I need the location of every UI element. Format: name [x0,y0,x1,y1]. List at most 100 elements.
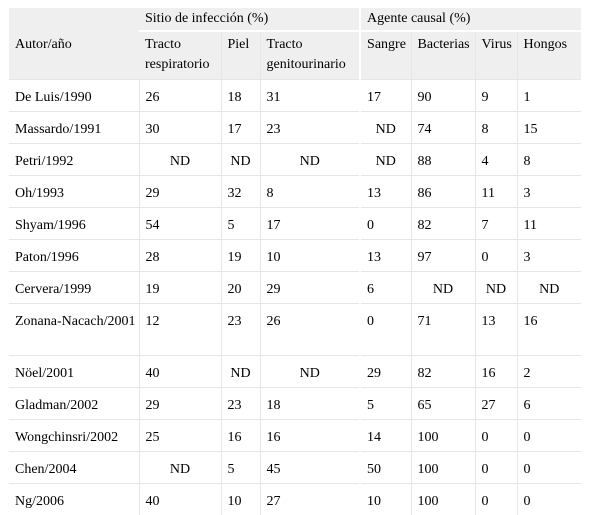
author-cell: De Luis/1990 [9,80,139,112]
value-cell: 6 [517,388,581,420]
value-cell: 82 [411,356,475,388]
value-cell: 74 [411,112,475,144]
value-cell: 88 [411,144,475,176]
col-genitourinary-header: Tracto genitourinario [260,31,360,80]
value-cell: 45 [260,452,360,484]
value-cell: 25 [139,420,221,452]
value-cell: 0 [360,304,411,356]
value-cell: 9 [475,80,517,112]
value-cell: 17 [221,112,260,144]
value-cell: 26 [260,304,360,356]
value-cell: 29 [139,388,221,420]
value-cell: 27 [475,388,517,420]
value-cell: 13 [360,240,411,272]
value-cell: 65 [411,388,475,420]
value-cell: 3 [517,176,581,208]
value-cell: 10 [260,240,360,272]
value-cell: 5 [221,452,260,484]
value-cell: 5 [221,208,260,240]
value-cell: 23 [221,304,260,356]
author-cell: Nöel/2001 [9,356,139,388]
author-cell: Shyam/1996 [9,208,139,240]
infection-table: Autor/año Sitio de infección (%) Agente … [9,8,581,515]
value-cell: 100 [411,484,475,515]
author-cell: Wongchinsri/2002 [9,420,139,452]
value-cell: 19 [139,272,221,304]
value-cell: 0 [517,420,581,452]
col-skin-header: Piel [221,31,260,80]
value-cell: 23 [260,112,360,144]
author-cell: Oh/1993 [9,176,139,208]
value-cell: 50 [360,452,411,484]
value-cell: 18 [221,80,260,112]
col-bacteria-header: Bacterias [411,31,475,80]
value-cell: 19 [221,240,260,272]
value-cell: 16 [221,420,260,452]
value-cell: 0 [360,208,411,240]
author-cell: Gladman/2002 [9,388,139,420]
col-fungi-header: Hongos [517,31,581,80]
author-cell: Petri/1992 [9,144,139,176]
value-cell: ND [517,272,581,304]
author-year-header: Autor/año [9,8,139,80]
value-cell: 100 [411,452,475,484]
value-cell: 14 [360,420,411,452]
value-cell: 32 [221,176,260,208]
infection-site-group-header: Sitio de infección (%) [139,8,360,31]
value-cell: 30 [139,112,221,144]
value-cell: 10 [221,484,260,515]
value-cell: 90 [411,80,475,112]
value-cell: 100 [411,420,475,452]
value-cell: 8 [475,112,517,144]
value-cell: 0 [517,452,581,484]
value-cell: ND [139,144,221,176]
value-cell: 8 [260,176,360,208]
author-cell: Massardo/1991 [9,112,139,144]
value-cell: 18 [260,388,360,420]
value-cell: 82 [411,208,475,240]
value-cell: 17 [260,208,360,240]
value-cell: 40 [139,484,221,515]
value-cell: 71 [411,304,475,356]
value-cell: 23 [221,388,260,420]
value-cell: 97 [411,240,475,272]
value-cell: ND [221,356,260,388]
value-cell: 2 [517,356,581,388]
value-cell: 29 [360,356,411,388]
causal-agent-group-header: Agente causal (%) [360,8,581,31]
value-cell: 0 [475,420,517,452]
value-cell: 20 [221,272,260,304]
value-cell: 10 [360,484,411,515]
value-cell: 17 [360,80,411,112]
value-cell: ND [221,144,260,176]
value-cell: 7 [475,208,517,240]
value-cell: 12 [139,304,221,356]
value-cell: 8 [517,144,581,176]
value-cell: 27 [260,484,360,515]
value-cell: ND [260,144,360,176]
col-respiratory-header: Tracto respiratorio [139,31,221,80]
value-cell: ND [411,272,475,304]
col-virus-header: Virus [475,31,517,80]
value-cell: ND [360,144,411,176]
value-cell: 11 [475,176,517,208]
col-blood-header: Sangre [360,31,411,80]
value-cell: 0 [517,484,581,515]
value-cell: 16 [475,356,517,388]
value-cell: 0 [475,452,517,484]
value-cell: 0 [475,240,517,272]
author-cell: Cervera/1999 [9,272,139,304]
value-cell: 26 [139,80,221,112]
